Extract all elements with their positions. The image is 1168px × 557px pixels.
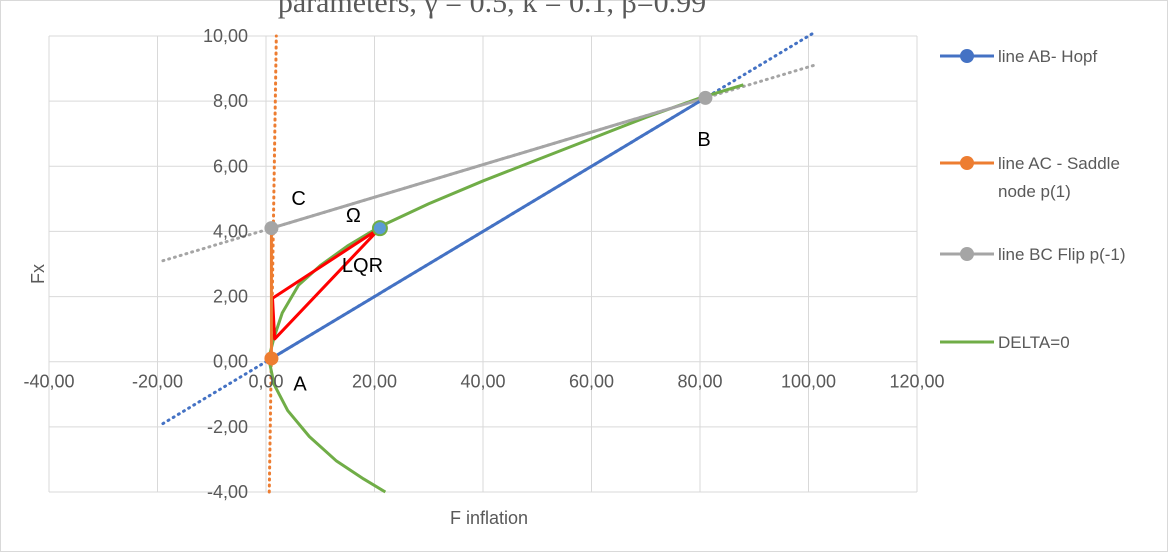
annotation-label-c: C xyxy=(291,188,305,210)
x-axis-title: F inflation xyxy=(450,508,528,528)
y-tick-label: -2,00 xyxy=(207,417,248,437)
lqr-triangle xyxy=(271,226,382,341)
b-marker xyxy=(698,90,713,105)
y-tick-label: 4,00 xyxy=(213,221,248,241)
annotation-label-a: A xyxy=(293,373,307,395)
x-tick-label: 60,00 xyxy=(569,372,614,392)
x-tick-label: 100,00 xyxy=(781,372,836,392)
legend: line AB- Hopf line AC - Saddle node p(1) li… xyxy=(940,47,1126,352)
y-tick-label: 8,00 xyxy=(213,91,248,111)
legend-label: line AC - Saddle node p(1) xyxy=(998,154,1120,201)
hopf-line-ab xyxy=(270,96,707,360)
legend-label: DELTA=0 xyxy=(998,333,1070,352)
y-tick-label: 2,00 xyxy=(213,287,248,307)
x-tick-label: 0,00 xyxy=(248,372,283,392)
legend-label: line BC Flip p(-1) xyxy=(998,245,1126,264)
x-tick-label: -20,00 xyxy=(132,372,183,392)
x-tick-label: 40,00 xyxy=(460,372,505,392)
y-tick-label: 0,00 xyxy=(213,352,248,372)
x-tick-label: -40,00 xyxy=(23,372,74,392)
omega-marker xyxy=(371,220,388,237)
series-layer xyxy=(161,31,816,494)
annotation-label-b: B xyxy=(697,129,710,151)
x-tick-label: 120,00 xyxy=(889,372,944,392)
y-axis-title: Fx xyxy=(28,264,48,284)
c-marker xyxy=(264,221,279,236)
y-tick-label: 6,00 xyxy=(213,156,248,176)
legend-item: line BC Flip p(-1) xyxy=(940,245,1126,264)
annotation-label-omega: Ω xyxy=(346,205,361,227)
flip-line-bc xyxy=(270,96,706,230)
chart-title: parameters, γ = 0.5, k = 0.1, β=0.99 xyxy=(278,0,706,19)
legend-marker-swatch xyxy=(960,49,974,63)
x-tick-label: 20,00 xyxy=(352,372,397,392)
annotation-layer: A B C Ω LQR xyxy=(291,129,710,396)
legend-item: line AC - Saddle node p(1) xyxy=(940,154,1120,201)
tick-layer: -40,00 -20,00 0,00 20,00 40,00 60,00 80,00 100,… xyxy=(23,26,944,502)
legend-item: DELTA=0 xyxy=(940,333,1070,352)
legend-label: line AB- Hopf xyxy=(998,47,1097,66)
annotation-label-lqr: LQR xyxy=(342,255,383,277)
x-tick-label: 80,00 xyxy=(677,372,722,392)
legend-marker-swatch xyxy=(960,247,974,261)
y-tick-label: 10,00 xyxy=(203,26,248,46)
a-marker xyxy=(264,351,279,366)
y-tick-label: -4,00 xyxy=(207,482,248,502)
legend-item: line AB- Hopf xyxy=(940,47,1097,66)
legend-marker-swatch xyxy=(960,156,974,170)
